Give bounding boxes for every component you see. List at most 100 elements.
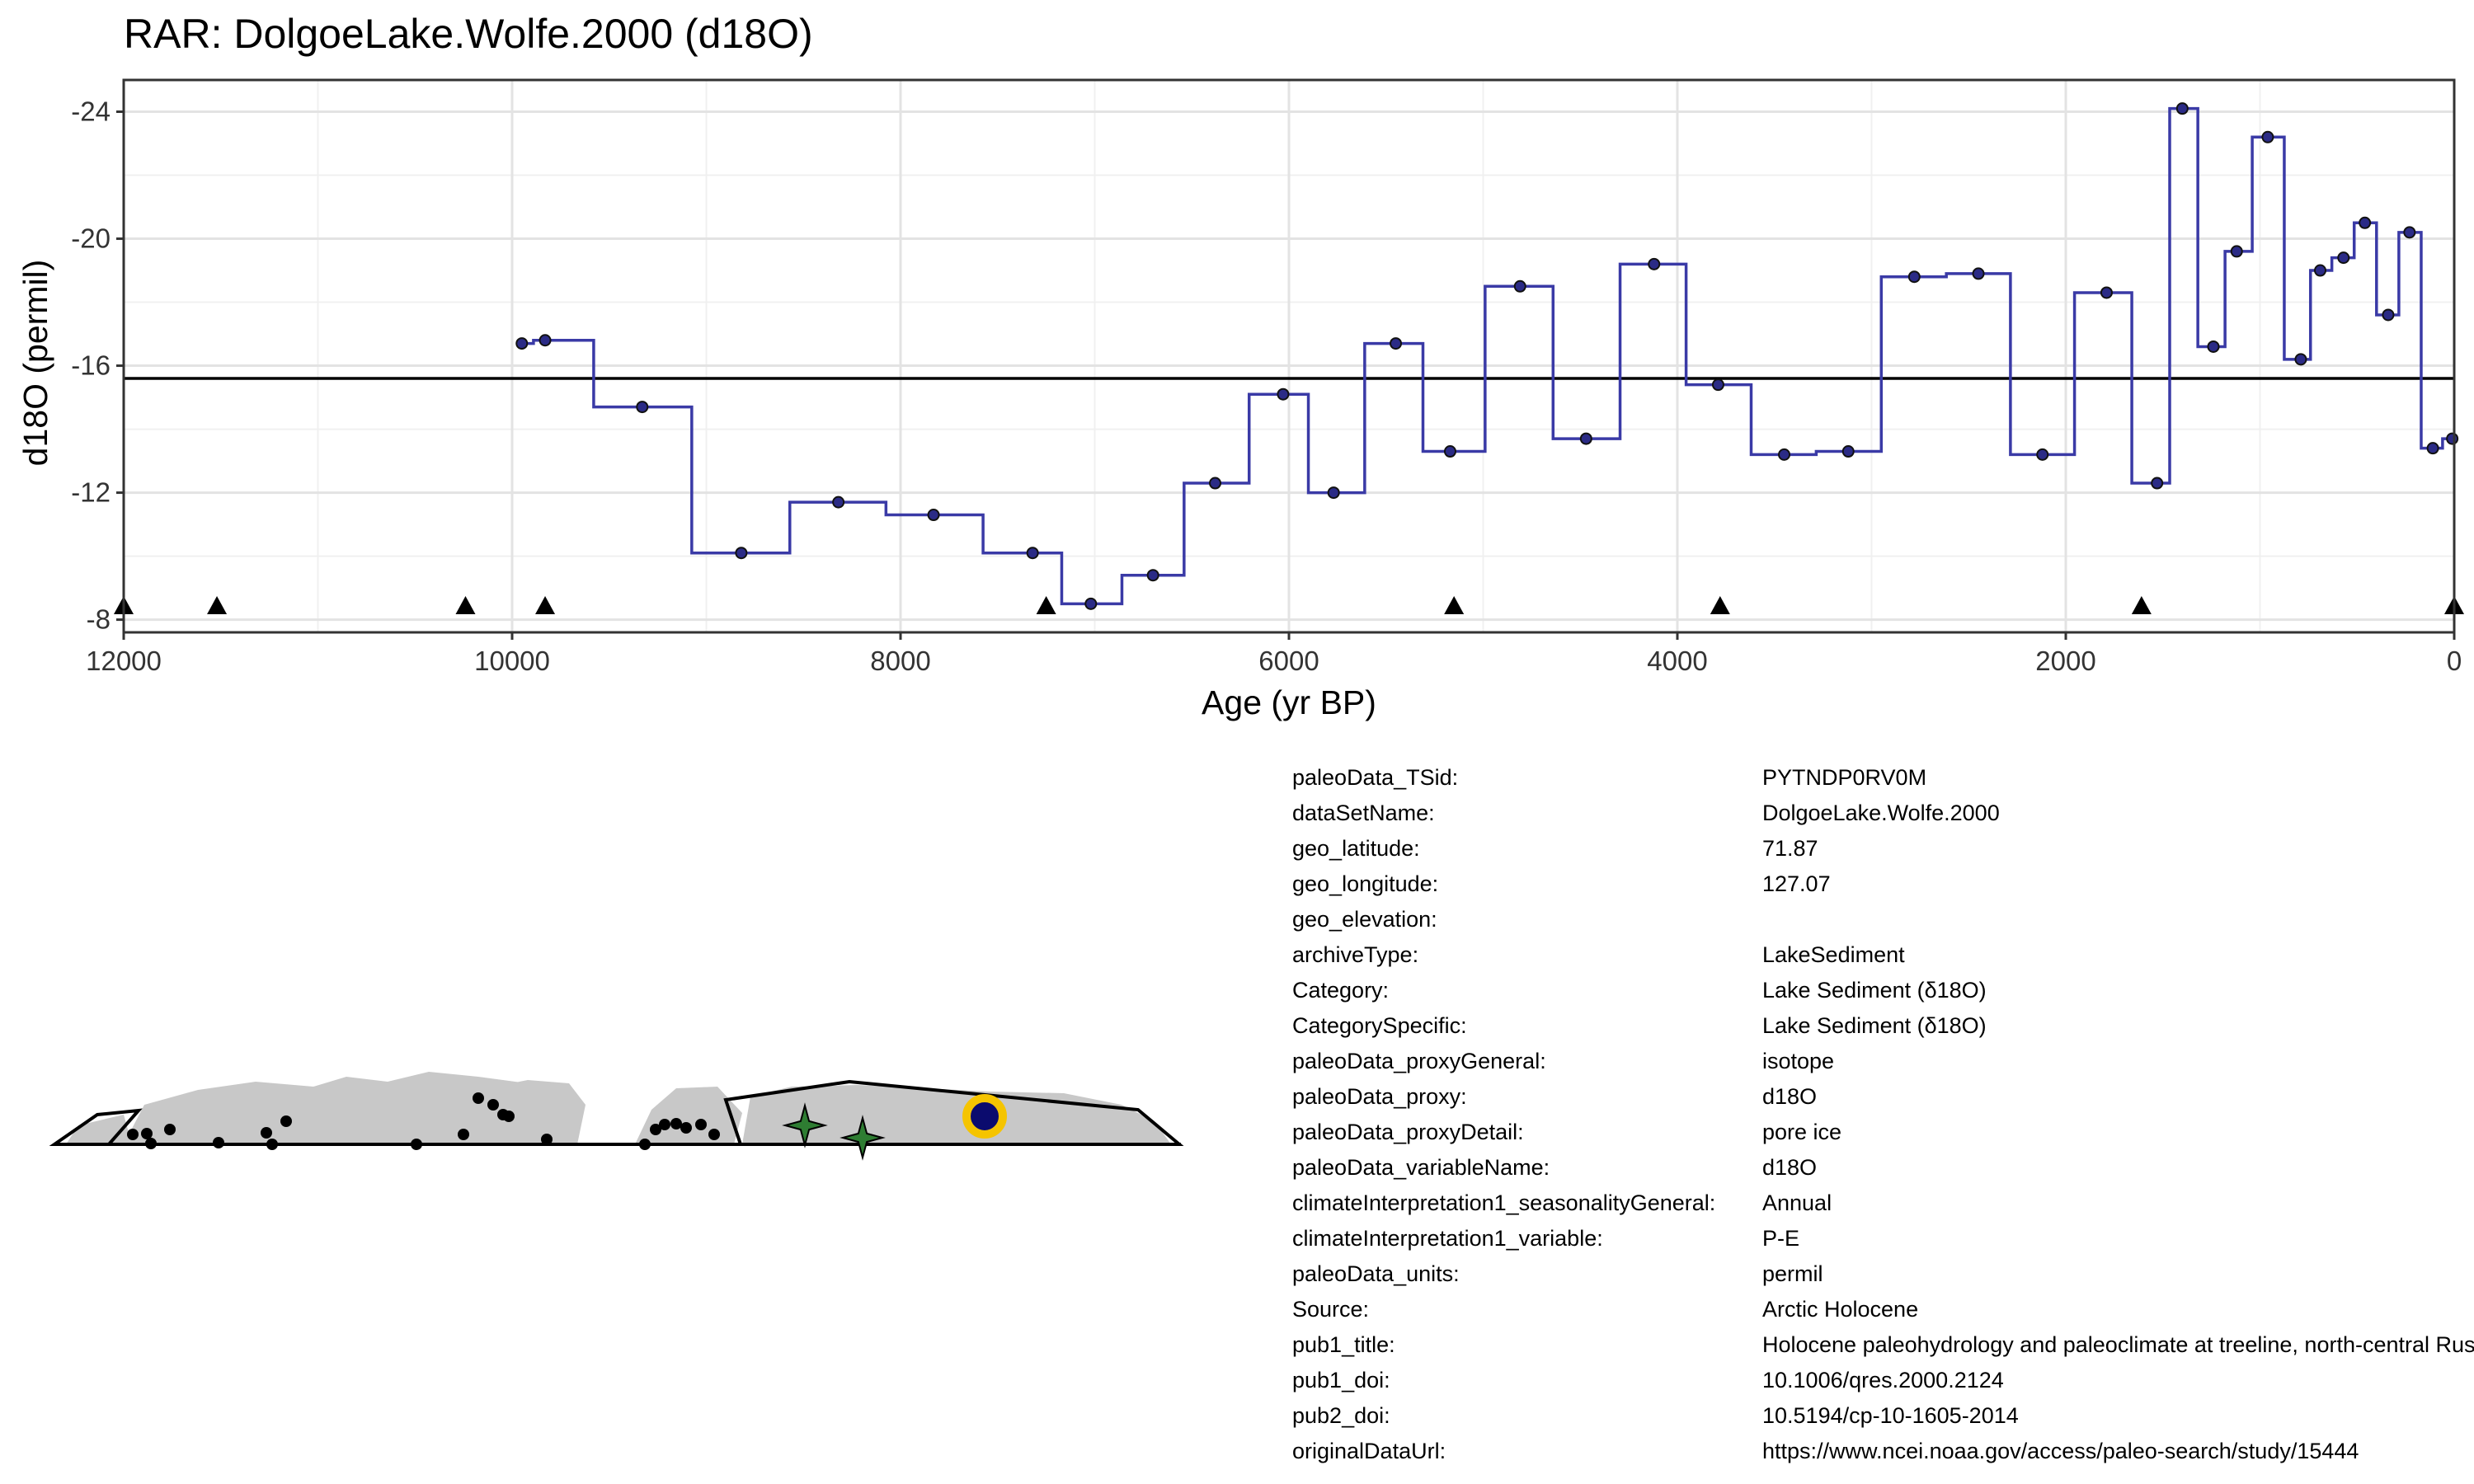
x-tick-label: 12000 xyxy=(86,646,162,676)
data-point xyxy=(2382,308,2395,322)
metadata-row: paleoData_proxyGeneral: isotope xyxy=(1292,1044,2474,1079)
chron-marker xyxy=(535,596,556,614)
metadata-value: Lake Sediment (δ18O) xyxy=(1762,978,1987,1003)
metadata-row: pub1_title: Holocene paleohydrology and p… xyxy=(1292,1327,2474,1363)
data-point xyxy=(2207,340,2220,353)
metadata-row: climateInterpretation1_variable: P-E xyxy=(1292,1221,2474,1256)
chron-marker xyxy=(207,596,228,614)
metadata-key: climateInterpretation1_seasonalityGenera… xyxy=(1292,1190,1716,1215)
site-dot xyxy=(411,1139,422,1150)
metadata-row: geo_longitude: 127.07 xyxy=(1292,866,2474,902)
star-marker xyxy=(782,1102,828,1148)
data-point xyxy=(1084,597,1098,610)
metadata-value: Arctic Holocene xyxy=(1762,1297,1919,1322)
data-point xyxy=(1443,445,1456,458)
data-point xyxy=(1327,486,1340,500)
site-dot xyxy=(164,1124,176,1135)
metadata-row: paleoData_TSid: PYTNDP0RV0M xyxy=(1292,760,2474,796)
data-point xyxy=(2294,353,2307,366)
x-tick-label: 2000 xyxy=(2035,646,2095,676)
chron-marker xyxy=(2131,596,2152,614)
site-dot xyxy=(280,1115,292,1127)
site-dot xyxy=(670,1118,682,1129)
data-point xyxy=(2403,226,2416,239)
metadata-key: CategorySpecific: xyxy=(1292,1013,1467,1038)
data-point xyxy=(636,401,649,414)
metadata-key: archiveType: xyxy=(1292,942,1419,967)
metadata-key: paleoData_proxyDetail: xyxy=(1292,1120,1524,1144)
data-point xyxy=(735,547,748,560)
metadata-key: paleoData_TSid: xyxy=(1292,765,1459,790)
metadata-value: DolgoeLake.Wolfe.2000 xyxy=(1762,801,2000,825)
data-point xyxy=(1648,257,1661,270)
data-point xyxy=(1026,547,1039,560)
data-point xyxy=(2426,442,2439,455)
site-dot xyxy=(650,1124,661,1135)
map-site-dots xyxy=(127,1092,720,1150)
data-point xyxy=(1841,445,1855,458)
metadata-row: archiveType: LakeSediment xyxy=(1292,937,2474,973)
land-shape xyxy=(635,1087,742,1144)
y-tick-label: -12 xyxy=(71,477,111,508)
metadata-value: 71.87 xyxy=(1762,836,1818,861)
chron-marker xyxy=(455,596,476,614)
site-dot xyxy=(266,1139,278,1150)
data-point xyxy=(2359,216,2372,229)
metadata-key: geo_elevation: xyxy=(1292,907,1437,932)
site-dot xyxy=(127,1129,139,1140)
data-point xyxy=(832,495,845,509)
metadata-value: permil xyxy=(1762,1261,1823,1286)
metadata-row: CategorySpecific: Lake Sediment (δ18O) xyxy=(1292,1008,2474,1044)
x-axis-title: Age (yr BP) xyxy=(1202,683,1376,721)
metadata-table: paleoData_TSid: PYTNDP0RV0M dataSetName: Do… xyxy=(1292,760,2474,1469)
metadata-key: pub2_doi: xyxy=(1292,1403,1390,1428)
metadata-value: Holocene paleohydrology and paleoclimate… xyxy=(1762,1332,2474,1357)
region-outline-siberia xyxy=(723,1079,1184,1146)
selected-site-marker xyxy=(962,1094,1007,1139)
metadata-key: paleoData_variableName: xyxy=(1292,1155,1550,1180)
metadata-value: d18O xyxy=(1762,1084,1818,1109)
metadata-row: paleoData_variableName: d18O xyxy=(1292,1150,2474,1186)
data-point xyxy=(1907,270,1921,284)
metadata-key: geo_longitude: xyxy=(1292,871,1439,896)
y-tick-label: -16 xyxy=(71,350,111,381)
site-dot xyxy=(659,1119,670,1130)
site-dot xyxy=(141,1128,153,1139)
metadata-value: Lake Sediment (δ18O) xyxy=(1762,1013,1987,1038)
metadata-row: paleoData_proxy: d18O xyxy=(1292,1079,2474,1115)
data-point xyxy=(1513,279,1526,293)
data-point xyxy=(1711,378,1724,392)
data-point xyxy=(1146,569,1159,582)
metadata-key: Source: xyxy=(1292,1297,1370,1322)
metadata-key: pub1_doi: xyxy=(1292,1368,1390,1392)
metadata-row: geo_latitude: 71.87 xyxy=(1292,831,2474,866)
data-point xyxy=(1579,432,1592,445)
star-marker xyxy=(840,1115,886,1161)
y-tick-label: -8 xyxy=(87,604,111,635)
metadata-value: P-E xyxy=(1762,1226,1800,1251)
chron-marker xyxy=(1710,596,1730,614)
map-star-markers xyxy=(782,1102,886,1161)
metadata-value: 10.5194/cp-10-1605-2014 xyxy=(1762,1403,2019,1428)
x-tick-label: 6000 xyxy=(1258,646,1319,676)
metadata-key: paleoData_proxy: xyxy=(1292,1084,1467,1109)
data-point xyxy=(2036,448,2049,461)
data-point xyxy=(927,509,940,522)
site-dot xyxy=(458,1129,469,1140)
site-dot xyxy=(639,1139,651,1150)
metadata-key: Category: xyxy=(1292,978,1390,1003)
data-point xyxy=(2175,102,2189,115)
metadata-row: climateInterpretation1_seasonalityGenera… xyxy=(1292,1186,2474,1221)
x-tick-label: 0 xyxy=(2447,646,2462,676)
site-dot xyxy=(680,1122,692,1134)
metadata-key: climateInterpretation1_variable: xyxy=(1292,1226,1603,1251)
site-dot xyxy=(473,1092,484,1104)
metadata-key: geo_latitude: xyxy=(1292,836,1420,861)
y-tick-label: -24 xyxy=(71,96,111,127)
metadata-value: LakeSediment xyxy=(1762,942,1905,967)
site-dot xyxy=(708,1129,720,1140)
metadata-value: pore ice xyxy=(1762,1120,1842,1144)
chron-marker xyxy=(1036,596,1056,614)
site-dot xyxy=(145,1138,157,1149)
metadata-key: dataSetName: xyxy=(1292,801,1435,825)
